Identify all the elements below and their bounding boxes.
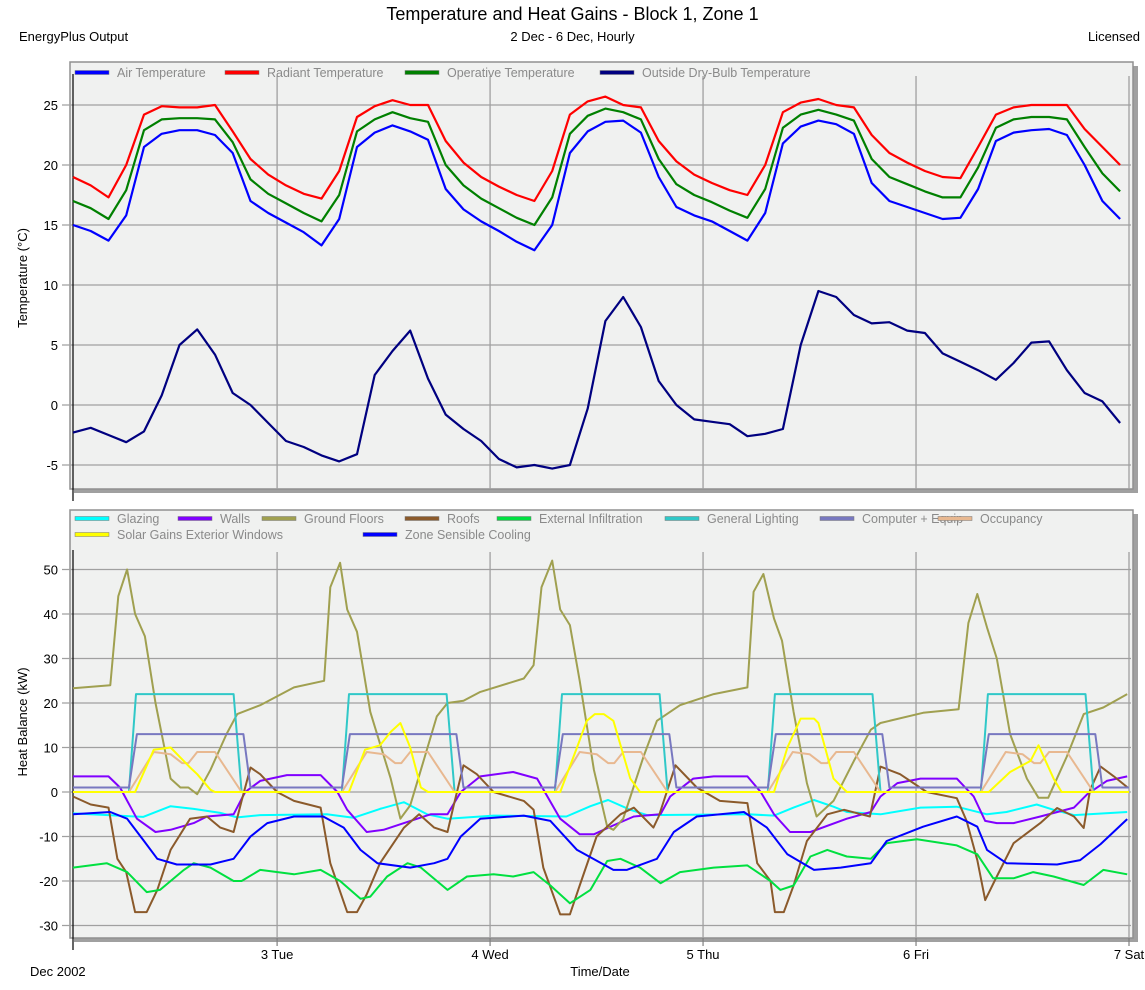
y-tick-label: -30 — [39, 919, 58, 934]
legend-label: External Infiltration — [539, 512, 643, 526]
x-tick-label: 6 Fri — [903, 947, 929, 962]
series-line-radiant-temperature — [72, 95, 1121, 203]
legend-item[interactable]: General Lighting — [664, 512, 799, 526]
y-tick-label: 30 — [44, 652, 58, 667]
series-line-occupancy — [73, 751, 1129, 793]
y-tick-label: -20 — [39, 874, 58, 889]
legend-label: Outside Dry-Bulb Temperature — [642, 66, 811, 80]
legend-label: Roofs — [447, 512, 480, 526]
legend-label: Radiant Temperature — [267, 66, 384, 80]
series-line-solar-gains-exterior-windows — [73, 713, 1129, 793]
y-tick-label: 15 — [44, 218, 58, 233]
legend-swatch — [177, 516, 213, 521]
x-tick-label: 5 Thu — [687, 947, 720, 962]
legend-swatch — [664, 516, 700, 521]
legend-item[interactable]: Operative Temperature — [404, 66, 575, 80]
series-line-computer-equip — [73, 733, 1129, 789]
y-tick-label: 10 — [44, 278, 58, 293]
legend-swatch — [74, 532, 110, 537]
source-label: EnergyPlus Output — [19, 29, 129, 44]
legend-swatch — [261, 516, 297, 521]
legend-label: Operative Temperature — [447, 66, 575, 80]
legend-label: General Lighting — [707, 512, 799, 526]
legend-swatch — [74, 516, 110, 521]
legend-item[interactable]: Zone Sensible Cooling — [362, 528, 531, 542]
y-tick-label: -5 — [46, 458, 58, 473]
x-tick-label: 4 Wed — [471, 947, 508, 962]
series-line-glazing — [72, 799, 1128, 820]
legend-swatch — [224, 70, 260, 75]
y-tick-label: 0 — [51, 398, 58, 413]
legend-label: Zone Sensible Cooling — [405, 528, 531, 542]
y-tick-label: 25 — [44, 98, 58, 113]
series-line-outside-dry-bulb-temperature — [72, 289, 1121, 470]
y-tick-label: 40 — [44, 607, 58, 622]
series-line-zone-sensible-cooling — [72, 811, 1128, 871]
legend-swatch — [819, 516, 855, 521]
y-tick-label: 20 — [44, 158, 58, 173]
x-axis-label: Time/Date — [570, 964, 629, 979]
plot-area — [69, 509, 1134, 939]
y-tick-label: -10 — [39, 830, 58, 845]
y-axis-label-heat-balance: Heat Balance (kW) — [15, 667, 30, 776]
y-tick-label: 50 — [44, 563, 58, 578]
legend-label: Occupancy — [980, 512, 1043, 526]
series-line-ground-floors — [72, 559, 1128, 831]
legend-swatch — [404, 70, 440, 75]
legend-swatch — [74, 70, 110, 75]
y-tick-label: 20 — [44, 696, 58, 711]
series-line-external-infiltration — [72, 838, 1128, 905]
x-tick-label: 7 Sat — [1114, 947, 1145, 962]
chart-title: Temperature and Heat Gains - Block 1, Zo… — [386, 4, 759, 24]
legend-label: Ground Floors — [304, 512, 384, 526]
y-axis-label-temperature: Temperature (°C) — [15, 228, 30, 328]
legend-item[interactable]: Air Temperature — [74, 66, 206, 80]
legend-item[interactable]: Glazing — [74, 512, 159, 526]
license-label: Licensed — [1087, 29, 1140, 44]
legend-item[interactable]: Computer + Equip — [819, 512, 963, 526]
series-line-air-temperature — [72, 119, 1121, 252]
legend-label: Glazing — [117, 512, 159, 526]
legend-swatch — [937, 516, 973, 521]
legend-label: Computer + Equip — [862, 512, 963, 526]
x-axis-period: Dec 2002 — [30, 964, 86, 979]
plot-area — [69, 61, 1134, 490]
legend-item[interactable]: Outside Dry-Bulb Temperature — [599, 66, 811, 80]
period-label: 2 Dec - 6 Dec, Hourly — [510, 29, 635, 44]
series-line-general-lighting — [73, 693, 1129, 793]
legend-swatch — [496, 516, 532, 521]
legend-item[interactable]: Walls — [177, 512, 250, 526]
legend-swatch — [599, 70, 635, 75]
series-line-operative-temperature — [72, 107, 1121, 227]
legend-item[interactable]: Solar Gains Exterior Windows — [74, 528, 283, 542]
temperature-panel: -5 0 5 10 15 20 25 Air Temperature Radiant Tempe… — [44, 61, 1138, 501]
legend-item[interactable]: Roofs — [404, 512, 480, 526]
y-tick-label: 10 — [44, 741, 58, 756]
legend-label: Air Temperature — [117, 66, 206, 80]
heat-balance-panel: -30 -20 -10 0 10 20 30 40 50 Glazing Walls Ground F… — [39, 509, 1138, 950]
legend-item[interactable]: External Infiltration — [496, 512, 643, 526]
legend-swatch — [362, 532, 398, 537]
legend-item[interactable]: Radiant Temperature — [224, 66, 384, 80]
x-tick-label: 3 Tue — [261, 947, 294, 962]
legend-item[interactable]: Occupancy — [937, 512, 1043, 526]
legend-label: Solar Gains Exterior Windows — [117, 528, 283, 542]
y-tick-label: 0 — [51, 785, 58, 800]
x-axis: 3 Tue 4 Wed 5 Thu 6 Fri 7 Sat — [261, 938, 1145, 962]
legend-item[interactable]: Ground Floors — [261, 512, 384, 526]
y-tick-label: 5 — [51, 338, 58, 353]
legend-label: Walls — [220, 512, 250, 526]
legend-swatch — [404, 516, 440, 521]
